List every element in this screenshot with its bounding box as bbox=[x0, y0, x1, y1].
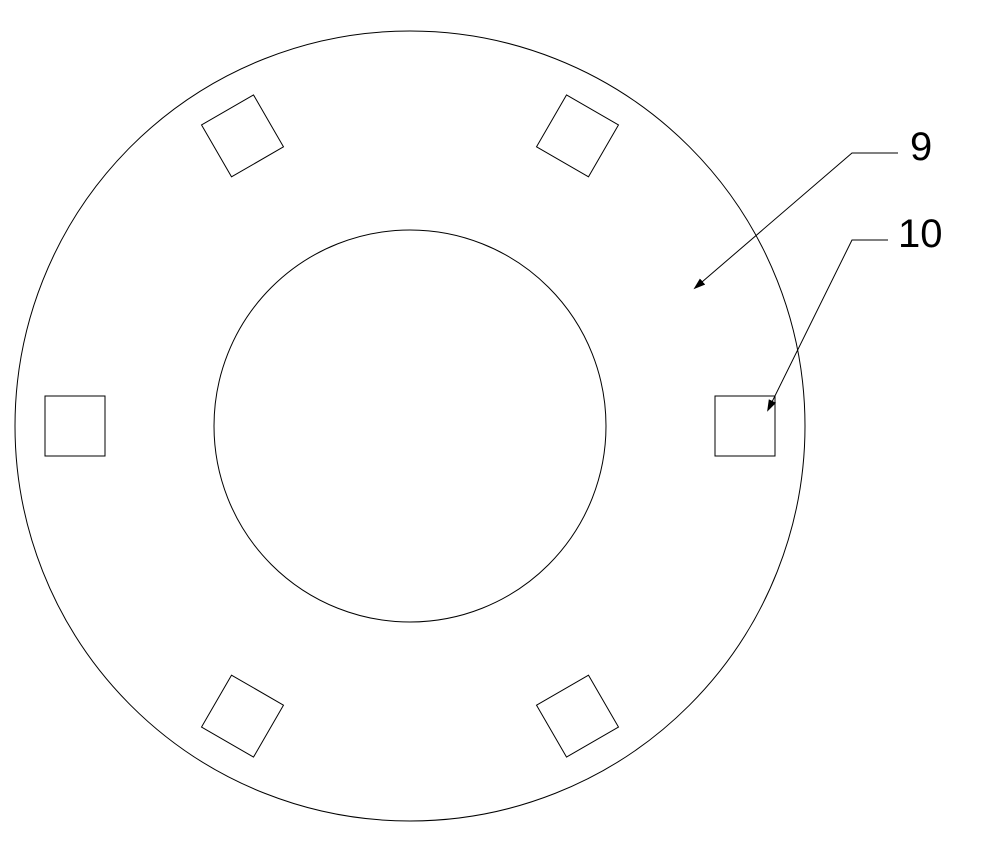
mounting-hole bbox=[537, 95, 619, 177]
flange-diagram: 9 10 bbox=[0, 0, 1000, 851]
mounting-hole bbox=[45, 396, 105, 456]
mounting-hole bbox=[202, 675, 284, 757]
mounting-hole bbox=[715, 396, 775, 456]
callout-10-label: 10 bbox=[898, 212, 943, 256]
callout-9-leader bbox=[695, 153, 898, 288]
diagram-stage: 9 10 bbox=[0, 0, 1000, 851]
inner-ring bbox=[214, 230, 606, 622]
mounting-hole bbox=[537, 675, 619, 757]
callout-10-leader bbox=[768, 240, 888, 410]
outer-ring bbox=[15, 31, 805, 821]
mounting-hole bbox=[202, 95, 284, 177]
callout-9-label: 9 bbox=[910, 125, 932, 169]
